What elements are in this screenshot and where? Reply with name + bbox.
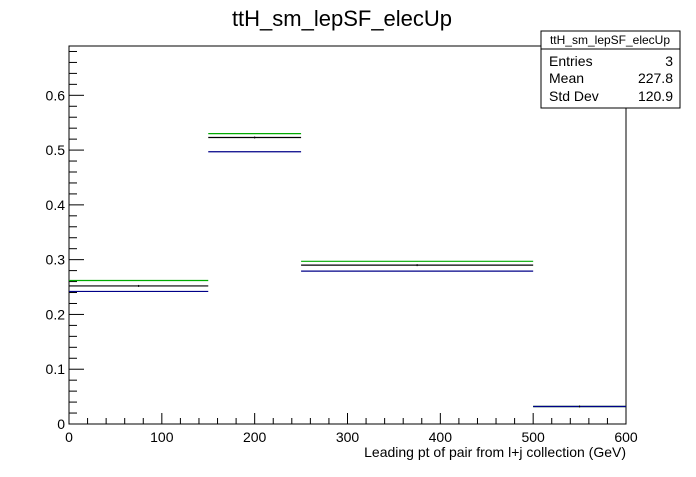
y-tick-label: 0.1: [46, 361, 66, 377]
x-tick-label: 500: [521, 429, 545, 445]
stats-mean-value: 227.8: [638, 70, 673, 86]
stats-stddev-value: 120.9: [638, 88, 673, 104]
stats-entries-value: 3: [665, 53, 673, 69]
y-tick-label: 0.5: [46, 142, 66, 158]
x-axis-label: Leading pt of pair from l+j collection (…: [364, 444, 626, 460]
stats-stddev-label: Std Dev: [549, 88, 599, 104]
x-tick-label: 600: [614, 429, 638, 445]
chart-title: ttH_sm_lepSF_elecUp: [232, 6, 452, 31]
y-tick-label: 0: [57, 416, 65, 432]
y-axis: 0 0.1 0.2 0.3 0.4 0.5 0.6: [46, 50, 84, 432]
y-tick-label: 0.6: [46, 87, 66, 103]
stats-box-frame: [540, 30, 681, 109]
y-tick-label: 0.3: [46, 252, 66, 268]
x-tick-label: 400: [429, 429, 453, 445]
stats-mean-label: Mean: [549, 70, 584, 86]
y-tick-label: 0.2: [46, 306, 66, 322]
y-tick-label: 0.4: [46, 197, 66, 213]
x-tick-label: 300: [336, 429, 360, 445]
x-tick-label: 0: [65, 429, 73, 445]
histogram-bins: [69, 133, 626, 408]
stats-entries-label: Entries: [549, 53, 593, 69]
x-tick-label: 200: [243, 429, 267, 445]
stats-box: ttH_sm_lepSF_elecUp Entries 3 Mean 227.8…: [540, 30, 681, 109]
stats-box-title: ttH_sm_lepSF_elecUp: [550, 33, 670, 47]
x-axis: 0 100 200 300 400 500 600: [65, 413, 638, 445]
x-tick-label: 100: [150, 429, 174, 445]
